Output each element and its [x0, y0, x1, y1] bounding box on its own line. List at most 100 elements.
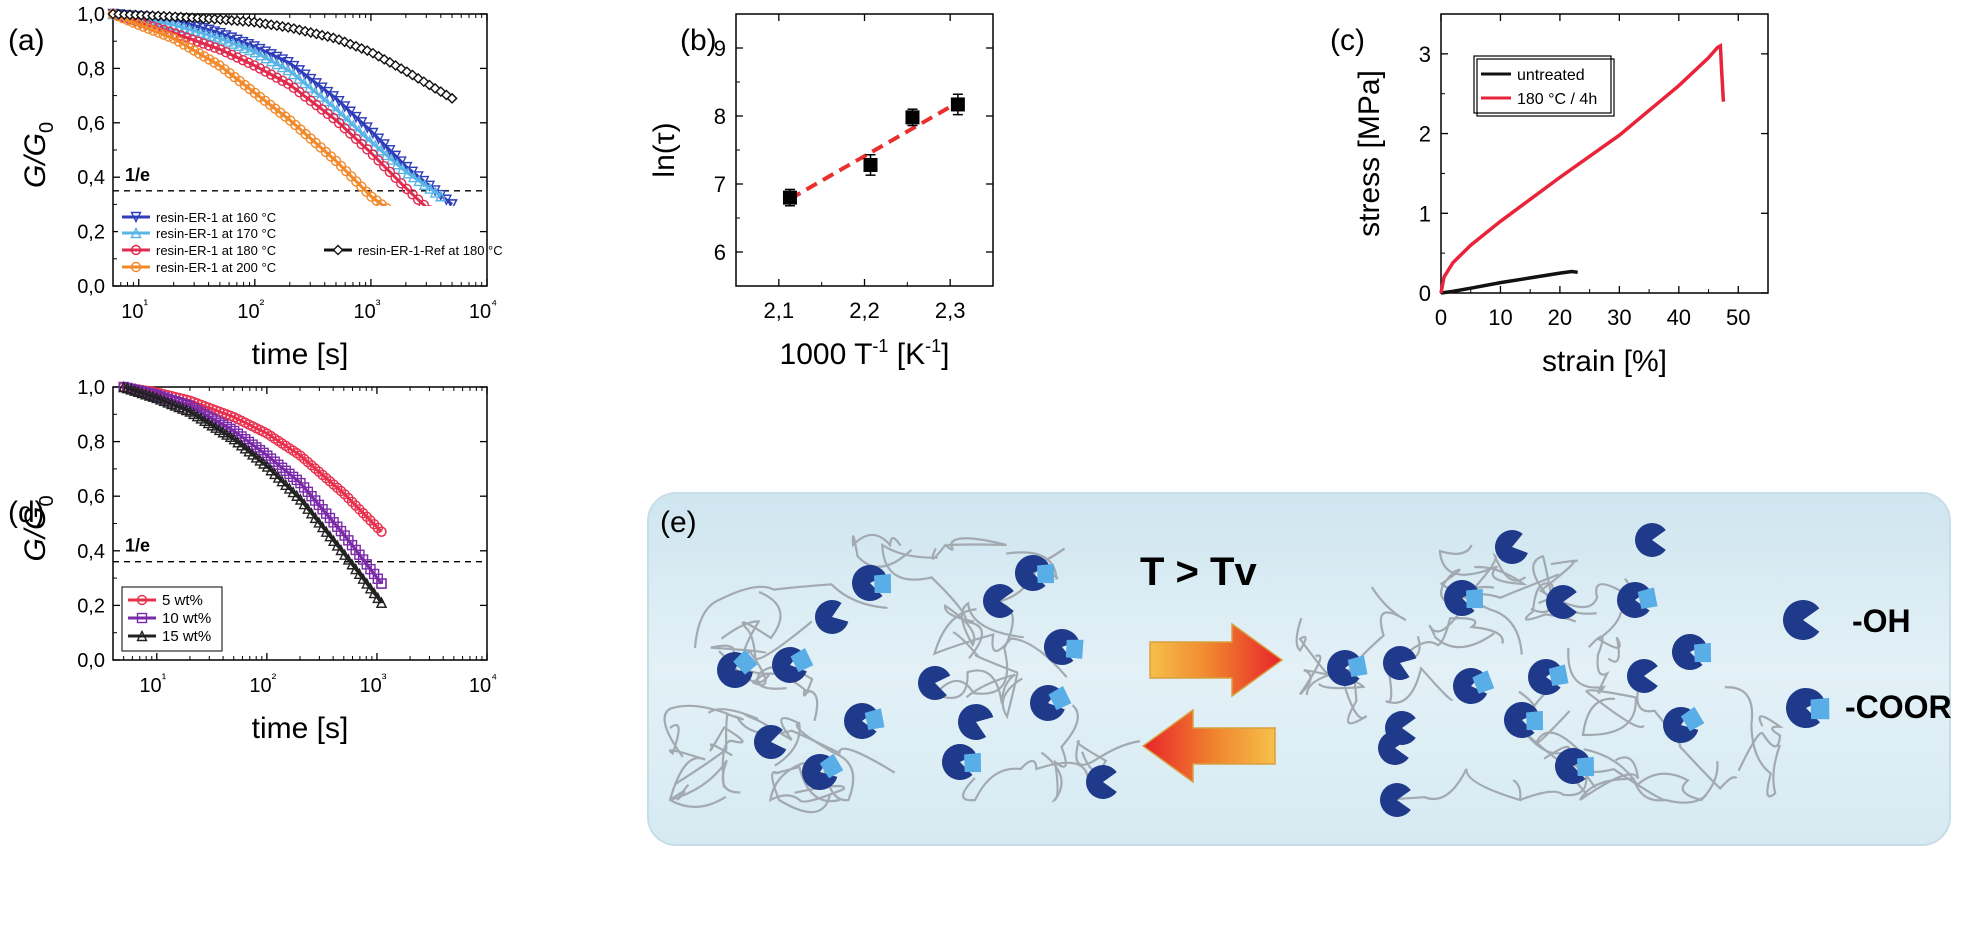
data-point — [237, 54, 249, 66]
pacman-shape — [1044, 629, 1079, 665]
data-point — [304, 81, 316, 93]
polymer-chain — [944, 601, 1024, 648]
data-point — [429, 82, 441, 94]
data-point-end — [435, 190, 447, 202]
ester-group-icon — [1443, 580, 1484, 616]
data-point — [291, 489, 303, 501]
polymer-chain — [1438, 544, 1528, 586]
pacman-shape — [1030, 685, 1065, 721]
x-axis-label-part: -1 — [872, 336, 888, 356]
polymer-chain — [1737, 715, 1784, 772]
data-point — [401, 183, 413, 195]
data-point — [203, 40, 215, 51]
ester-group-icon — [1671, 634, 1712, 670]
hydroxyl-group-icon — [1634, 523, 1666, 557]
data-point — [254, 49, 267, 61]
data-point — [396, 162, 409, 175]
y-tick-label: 0,2 — [77, 595, 105, 617]
legend-marker — [136, 594, 148, 606]
pacman-ester-icon — [1786, 688, 1830, 728]
pacman-shape — [772, 647, 807, 683]
x-tick-label: 2,1 — [764, 298, 795, 323]
legend-marker — [136, 629, 148, 642]
data-point — [361, 511, 372, 522]
panel-label-c: (c) — [1330, 24, 1365, 57]
data-point — [379, 161, 390, 172]
data-point — [294, 493, 307, 505]
data-point — [346, 496, 358, 508]
data-point — [384, 166, 396, 178]
data-point — [863, 157, 878, 172]
polymer-chain — [881, 542, 983, 660]
x-axis-label: strain [%] — [1542, 345, 1667, 378]
x-tick-label: 10 — [1488, 305, 1512, 330]
pacman-shape — [982, 584, 1014, 618]
legend-marker — [136, 612, 148, 624]
data-point — [413, 174, 425, 187]
y-axis-label: G/G0 — [19, 122, 58, 188]
hydroxyl-group-icon — [814, 600, 849, 634]
data-point — [344, 106, 356, 118]
data-point — [365, 515, 376, 526]
y-tick-label: 0,8 — [77, 58, 105, 80]
y-tick-label: 7 — [714, 172, 726, 197]
data-point — [199, 51, 210, 62]
polymer-chain — [774, 721, 855, 802]
data-point — [335, 543, 347, 556]
ester-group-icon — [1452, 668, 1495, 704]
y-tick-label: 0 — [1419, 281, 1431, 306]
data-point — [373, 50, 385, 62]
data-point — [373, 155, 384, 166]
panel-label-e: (e) — [660, 506, 697, 539]
ester-group-icon — [1326, 650, 1368, 686]
data-point — [287, 67, 299, 80]
y-tick-label: 0,0 — [77, 650, 105, 672]
data-point — [265, 453, 277, 464]
data-point — [361, 122, 373, 134]
y-tick-label: 0,4 — [77, 541, 105, 563]
ester-block — [1048, 685, 1072, 711]
data-point — [138, 21, 149, 32]
data-point — [356, 117, 368, 129]
series-line-1 — [1439, 43, 1726, 294]
legend-label: resin-ER-1 at 170 °C — [156, 226, 276, 241]
data-point — [327, 534, 340, 547]
data-point — [192, 36, 203, 47]
ester-block — [1694, 642, 1712, 663]
ester-block — [1065, 639, 1084, 659]
polymer-chain — [934, 555, 1043, 696]
pacman-shape — [801, 754, 838, 790]
data-point — [173, 36, 185, 47]
polymer-chain — [1636, 679, 1738, 791]
panel-label-b: (b) — [680, 24, 717, 57]
data-point — [287, 471, 299, 483]
polymer-chain — [693, 583, 888, 648]
series-1 — [118, 381, 387, 589]
polymer-chain — [1299, 654, 1366, 696]
data-point — [183, 42, 195, 53]
data-point — [390, 172, 401, 183]
data-point — [313, 516, 325, 528]
data-point — [265, 55, 278, 67]
ester-block — [1037, 563, 1055, 584]
data-point — [220, 47, 232, 58]
data-point — [335, 485, 347, 497]
data-point-end — [375, 596, 388, 608]
x-tick-label: 10¹ — [139, 670, 166, 697]
pacman-shape — [957, 704, 994, 740]
data-point — [356, 42, 368, 54]
data-point — [333, 117, 345, 129]
series-line-0 — [1440, 269, 1578, 295]
data-point — [284, 468, 295, 480]
y-tick-label: 0,6 — [77, 486, 105, 508]
y-tick-label: 3 — [1419, 42, 1431, 67]
polymer-chain — [726, 712, 896, 774]
data-point — [320, 525, 332, 537]
data-point-end — [446, 199, 458, 211]
pacman-shape — [1085, 765, 1117, 799]
data-point — [440, 89, 452, 101]
polymer-chain — [932, 608, 1068, 678]
pacman-shape — [1382, 646, 1417, 680]
polymer-chain — [771, 765, 841, 814]
